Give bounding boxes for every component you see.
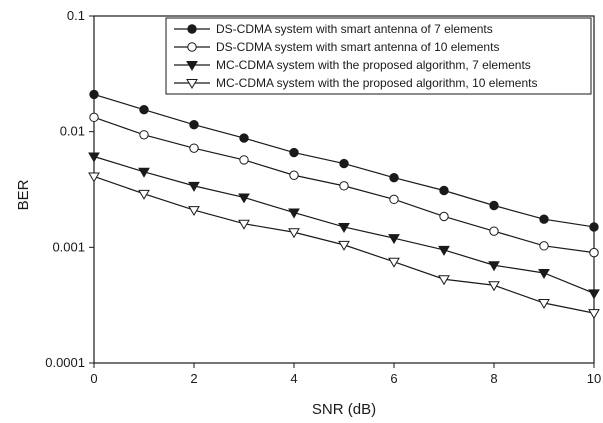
series-2-point (539, 241, 549, 251)
series-3 (88, 152, 600, 300)
series-3-point (438, 245, 450, 256)
series-3-point (588, 289, 600, 300)
series-1-point (189, 119, 199, 130)
y-tick-label: 0.0001 (45, 355, 85, 370)
series-2-point (489, 226, 499, 236)
series-4-point (238, 219, 250, 230)
series-4-point (188, 206, 200, 217)
series-4-point (88, 172, 100, 183)
series-4-point (338, 240, 350, 251)
legend: DS-CDMA system with smart antenna of 7 e… (165, 17, 592, 95)
series-2-point (239, 155, 249, 165)
series-2-point (289, 170, 299, 180)
x-tick-label: 8 (490, 371, 497, 386)
series-2-point (389, 194, 399, 205)
y-axis-title: BER (15, 179, 32, 210)
series-4-point (588, 309, 600, 320)
x-axis-title: SNR (dB) (312, 401, 376, 418)
series-3-point (188, 181, 200, 192)
y-tick-label: 0.001 (52, 239, 85, 254)
series-3-point (138, 167, 150, 178)
series-1-point (139, 104, 149, 115)
legend-swatch-marker (187, 42, 197, 52)
series-3-point (288, 208, 300, 219)
series-2-point (339, 181, 349, 191)
series-4-point (138, 189, 150, 200)
series-3-point (488, 261, 500, 272)
x-tick-label: 6 (390, 371, 397, 386)
series-3-point (338, 222, 350, 233)
series-1-point (589, 222, 599, 232)
series-2-point (89, 112, 99, 123)
series-1-point (389, 172, 399, 183)
legend-label: DS-CDMA system with smart antenna of 7 e… (216, 22, 493, 36)
series-1-point (539, 214, 549, 224)
series-1-point (289, 147, 299, 158)
series-4-point (538, 299, 550, 310)
x-tick-label: 2 (190, 371, 197, 386)
legend-swatch-marker (187, 24, 197, 34)
series-1-point (489, 200, 499, 211)
series-2 (89, 112, 599, 258)
series-4 (88, 172, 600, 320)
series-4-point (388, 257, 400, 268)
series-1-point (439, 185, 449, 196)
series-3-point (388, 234, 400, 245)
legend-box (165, 17, 592, 95)
y-tick-label: 0.1 (67, 8, 85, 23)
series-4-point (488, 281, 500, 292)
x-tick-label: 4 (290, 371, 297, 386)
series-layer (88, 89, 600, 320)
x-tick-label: 10 (587, 371, 601, 386)
series-3-point (88, 152, 100, 163)
series-1 (89, 89, 599, 232)
series-1-point (339, 158, 349, 169)
axis-ticks: 0 2 4 6 8 10 0.0001 0.001 0.01 0.1 (45, 8, 601, 386)
plot-frame (93, 15, 595, 364)
series-2-point (189, 143, 199, 153)
series-2-point (439, 211, 449, 222)
series-2-point (589, 247, 599, 258)
series-3-point (238, 193, 250, 204)
legend-label: MC-CDMA system with the proposed algorit… (216, 58, 531, 72)
series-1-point (89, 89, 99, 100)
series-4-point (438, 275, 450, 286)
legend-swatch-marker (186, 79, 198, 89)
legend-swatch-marker (186, 61, 198, 71)
y-tick-label: 0.01 (60, 124, 85, 139)
legend-label: DS-CDMA system with smart antenna of 10 … (216, 40, 499, 54)
series-1-point (239, 133, 249, 143)
legend-label: MC-CDMA system with the proposed algorit… (216, 76, 537, 90)
series-3-point (538, 268, 550, 279)
series-2-point (139, 130, 149, 140)
series-4-point (288, 228, 300, 239)
x-tick-label: 0 (90, 371, 97, 386)
